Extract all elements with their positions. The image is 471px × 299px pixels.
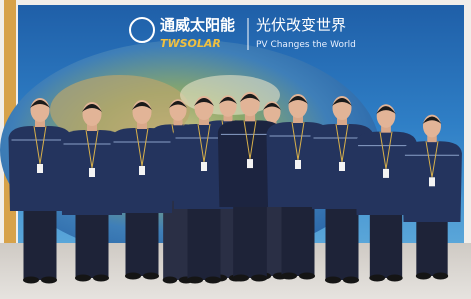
shoe	[75, 275, 91, 282]
badge	[139, 166, 145, 175]
badge	[295, 160, 301, 169]
trousers	[188, 204, 221, 280]
shoe	[416, 273, 431, 280]
shoe	[23, 277, 39, 284]
shoe	[233, 275, 249, 282]
shoe	[251, 275, 267, 282]
trousers	[126, 208, 159, 276]
badge	[383, 169, 389, 178]
shoe	[187, 277, 203, 284]
badge	[37, 164, 43, 173]
trousers	[282, 202, 315, 276]
badge	[89, 168, 95, 177]
trousers	[416, 217, 447, 276]
badge	[201, 162, 207, 171]
trousers	[24, 206, 57, 280]
brand-en: TWSOLAR	[160, 37, 221, 50]
shoe	[433, 273, 448, 280]
shoe	[143, 273, 159, 280]
shoe	[41, 277, 57, 284]
shoe	[325, 277, 341, 284]
shoe	[205, 277, 221, 284]
photo: 通威太阳能 TWSOLAR 光伏改变世界 PV Changes the Worl…	[0, 0, 471, 299]
shoe	[387, 275, 403, 282]
shoe	[281, 273, 297, 280]
brand-cn: 通威太阳能	[160, 16, 235, 34]
shoe	[299, 273, 315, 280]
slogan-cn: 光伏改变世界	[256, 16, 346, 34]
shoe	[125, 273, 141, 280]
shoe	[93, 275, 109, 282]
trousers	[326, 204, 359, 280]
badge	[429, 177, 435, 186]
trousers	[233, 202, 267, 278]
shoe	[163, 277, 177, 284]
trousers	[370, 210, 402, 278]
shoe	[369, 275, 385, 282]
badge	[339, 162, 345, 171]
badge	[247, 159, 253, 168]
trousers	[76, 210, 109, 278]
page: 通威太阳能 TWSOLAR 光伏改变世界 PV Changes the Worl…	[0, 0, 471, 299]
slogan-en: PV Changes the World	[256, 40, 356, 50]
shoe	[343, 277, 359, 284]
